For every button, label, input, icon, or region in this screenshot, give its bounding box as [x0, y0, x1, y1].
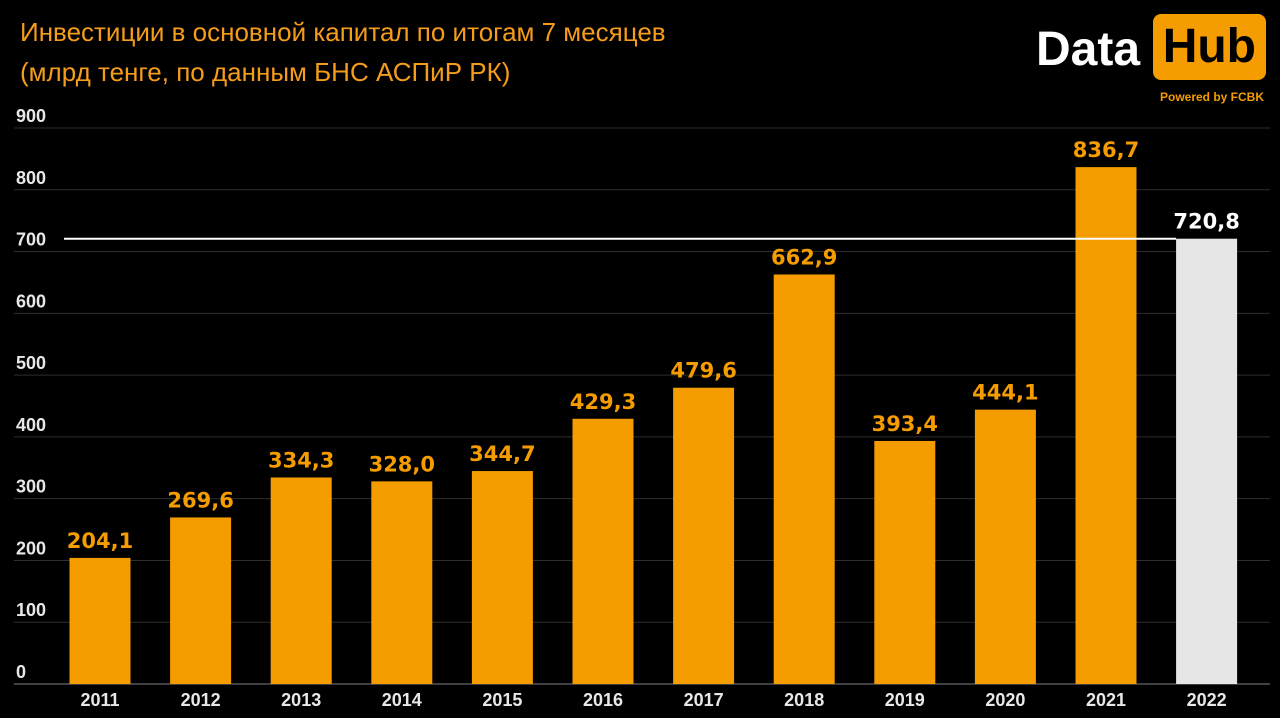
x-tick-label-2015: 2015 [482, 690, 522, 710]
y-tick-label-200: 200 [16, 538, 46, 558]
y-tick-label-400: 400 [16, 415, 46, 435]
x-tick-label-2021: 2021 [1086, 690, 1126, 710]
chart-subtitle: (млрд тенге, по данным БНС АСПиР РК) [20, 57, 511, 87]
value-label-2022: 720,8 [1173, 210, 1239, 234]
y-tick-label-100: 100 [16, 600, 46, 620]
y-tick-label-600: 600 [16, 291, 46, 311]
value-label-2015: 344,7 [469, 442, 535, 466]
logo-word-data: Data [1036, 23, 1141, 76]
x-tick-label-2020: 2020 [985, 690, 1025, 710]
value-label-2017: 479,6 [670, 359, 736, 383]
bar-2021 [1075, 167, 1137, 684]
value-label-2018: 662,9 [771, 245, 837, 269]
value-label-2016: 429,3 [570, 390, 636, 414]
x-tick-label-2013: 2013 [281, 690, 321, 710]
bar-2015 [471, 471, 533, 684]
value-label-2013: 334,3 [268, 448, 334, 472]
value-label-2011: 204,1 [67, 529, 133, 553]
x-tick-label-2019: 2019 [885, 690, 925, 710]
bar-2019 [874, 440, 936, 684]
y-tick-label-0: 0 [16, 662, 26, 682]
bar-2018 [773, 274, 835, 684]
x-tick-label-2018: 2018 [784, 690, 824, 710]
y-tick-label-900: 900 [16, 106, 46, 126]
x-tick-label-2011: 2011 [80, 690, 119, 710]
bar-2022 [1176, 238, 1238, 684]
value-label-2014: 328,0 [369, 452, 435, 476]
x-tick-label-2022: 2022 [1187, 690, 1227, 710]
datahub-logo: Data Hub Powered by FCBK [1036, 14, 1266, 106]
value-label-2012: 269,6 [167, 488, 233, 512]
label-layer: 0 100 200 300 400 500 600 700 800 900 204,1 2011 269… [16, 106, 1240, 710]
bar-layer [69, 167, 1238, 684]
x-tick-label-2014: 2014 [382, 690, 422, 710]
logo-word-hub: Hub [1152, 14, 1266, 80]
value-label-2019: 393,4 [872, 412, 938, 436]
logo-tagline: Powered by FCBK [1159, 90, 1264, 104]
x-tick-label-2012: 2012 [181, 690, 221, 710]
chart-title: Инвестиции в основной капитал по итогам … [20, 17, 666, 47]
chart-title-block: Инвестиции в основной капитал по итогам … [20, 12, 666, 92]
grid-layer [14, 127, 1270, 685]
x-tick-label-2016: 2016 [583, 690, 623, 710]
y-tick-label-800: 800 [16, 168, 46, 188]
value-label-2021: 836,7 [1073, 138, 1139, 162]
bar-2011 [69, 557, 131, 684]
bar-2012 [170, 517, 232, 684]
bar-2016 [572, 418, 634, 684]
value-label-2020: 444,1 [972, 381, 1038, 405]
y-tick-label-500: 500 [16, 353, 46, 373]
bar-2014 [371, 481, 433, 684]
bar-2020 [974, 409, 1036, 684]
x-tick-label-2017: 2017 [684, 690, 724, 710]
bar-2013 [270, 477, 332, 684]
y-tick-label-300: 300 [16, 477, 46, 497]
y-tick-label-700: 700 [16, 230, 46, 250]
bar-2017 [673, 387, 735, 684]
